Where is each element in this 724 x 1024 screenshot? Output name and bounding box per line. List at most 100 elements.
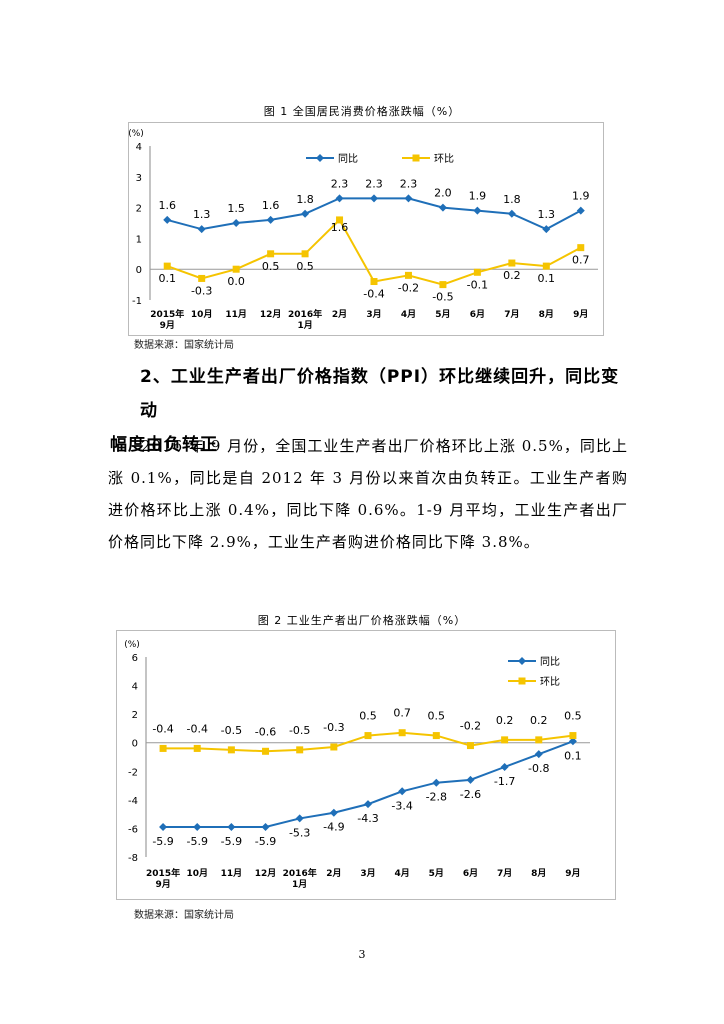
- x-tick-label: 8月: [539, 309, 554, 320]
- y-tick-label: -8: [128, 853, 138, 864]
- data-label-同比: 1.5: [227, 202, 245, 215]
- data-point-同比: [576, 206, 585, 215]
- data-label-同比: -2.8: [426, 791, 447, 804]
- data-label-同比: 1.6: [262, 199, 280, 212]
- data-point-同比: [329, 808, 338, 817]
- data-label-环比: 0.5: [296, 260, 314, 273]
- data-point-环比: [398, 729, 406, 737]
- legend-marker-同比: [316, 154, 324, 162]
- data-label-同比: 1.9: [469, 190, 487, 203]
- data-label-环比: -0.5: [289, 724, 310, 737]
- y-axis-unit: (%): [128, 129, 144, 139]
- legend-label-环比: 环比: [540, 676, 560, 688]
- data-label-同比: -0.8: [528, 762, 549, 775]
- data-point-同比: [500, 763, 509, 771]
- data-label-环比: -0.3: [323, 721, 344, 734]
- data-point-环比: [232, 265, 240, 273]
- data-label-同比: -2.6: [460, 788, 481, 801]
- legend-marker-同比: [518, 657, 526, 665]
- data-point-同比: [232, 219, 241, 227]
- y-tick-label: 2: [136, 204, 142, 215]
- data-label-同比: -5.9: [255, 835, 276, 848]
- x-tick-label: 2016年: [283, 867, 317, 879]
- x-tick-label: 12月: [255, 868, 277, 879]
- data-label-同比: 1.3: [193, 208, 211, 221]
- data-point-同比: [404, 194, 413, 203]
- data-label-环比: -0.4: [363, 288, 384, 301]
- legend-label-同比: 同比: [338, 153, 358, 165]
- x-tick-label: 9月: [573, 309, 588, 320]
- data-point-环比: [364, 732, 372, 740]
- data-point-环比: [262, 747, 270, 755]
- x-tick-label: 8月: [531, 868, 546, 879]
- x-tick-label: 6月: [463, 868, 478, 879]
- data-label-同比: 2.0: [434, 187, 452, 200]
- data-label-环比: -0.5: [432, 291, 453, 304]
- x-tick-label: 9月: [155, 879, 170, 890]
- x-tick-label: 4月: [395, 868, 410, 879]
- data-point-同比: [301, 209, 310, 218]
- data-point-环比: [227, 746, 235, 754]
- data-point-同比: [266, 215, 275, 224]
- data-point-同比: [370, 194, 378, 203]
- data-point-环比: [336, 216, 344, 224]
- data-label-环比: 0.2: [503, 269, 521, 282]
- x-tick-label: 10月: [191, 309, 213, 320]
- legend-label-同比: 同比: [540, 656, 560, 668]
- data-label-同比: 2.3: [365, 177, 383, 190]
- data-point-环比: [542, 262, 550, 270]
- data-label-环比: -0.4: [186, 722, 207, 735]
- x-tick-label: 2月: [326, 868, 341, 879]
- data-label-环比: 0.2: [530, 714, 548, 727]
- data-label-同比: 1.8: [296, 193, 314, 206]
- data-label-环比: -0.3: [191, 284, 212, 297]
- x-tick-label: 2015年: [146, 867, 180, 879]
- data-label-环比: -0.2: [398, 281, 419, 294]
- x-tick-label: 1月: [297, 320, 312, 331]
- section-2-heading: 2、工业生产者出厂价格指数（PPI）环比继续回升，同比变动 幅度由负转正: [110, 360, 630, 462]
- data-point-环比: [330, 743, 338, 751]
- chart-frame: [116, 630, 616, 900]
- data-point-同比: [197, 225, 206, 234]
- data-point-环比: [370, 278, 378, 286]
- y-tick-label: 3: [136, 173, 142, 184]
- data-label-同比: 1.9: [572, 190, 590, 203]
- section-2-heading-line-1: 2、工业生产者出厂价格指数（PPI）环比继续回升，同比变动: [140, 367, 620, 421]
- y-tick-label: 0: [136, 265, 142, 276]
- x-tick-label: 9月: [160, 320, 175, 331]
- x-tick-label: 10月: [186, 868, 208, 879]
- x-tick-label: 3月: [360, 868, 375, 879]
- data-label-环比: -0.4: [152, 722, 173, 735]
- y-tick-label: 1: [136, 234, 142, 245]
- figure-2-title: 图 2 工业生产者出厂价格涨跌幅（%）: [257, 614, 467, 627]
- y-axis-unit: (%): [124, 640, 140, 650]
- y-tick-label: 2: [132, 710, 138, 721]
- data-point-环比: [432, 732, 440, 740]
- data-label-环比: -0.1: [467, 278, 488, 291]
- y-tick-label: 6: [132, 653, 138, 664]
- data-point-环比: [193, 744, 201, 752]
- figure-2-source: 数据来源：国家统计局: [134, 910, 234, 921]
- data-label-环比: 0.2: [496, 714, 513, 727]
- data-point-环比: [301, 250, 309, 258]
- data-point-环比: [267, 250, 275, 258]
- data-label-环比: 0.5: [262, 260, 280, 273]
- x-tick-label: 7月: [497, 868, 512, 879]
- data-label-同比: -4.3: [357, 812, 378, 825]
- section-2-heading-line-2: 幅度由负转正: [110, 435, 218, 455]
- y-tick-label: -4: [128, 796, 138, 807]
- x-tick-label: 5月: [429, 868, 444, 879]
- data-point-同比: [163, 215, 172, 224]
- data-point-环比: [163, 262, 171, 270]
- section-2-paragraph: 2016 年 9 月份，全国工业生产者出厂价格环比上涨 0.5%，同比上涨 0.…: [108, 437, 628, 551]
- legend-marker-环比: [412, 154, 420, 162]
- data-point-同比: [227, 823, 236, 831]
- x-tick-label: 4月: [401, 309, 416, 320]
- data-label-同比: 1.8: [503, 193, 521, 206]
- legend-marker-环比: [518, 677, 526, 685]
- data-label-同比: -1.7: [494, 775, 515, 788]
- data-label-同比: -5.3: [289, 826, 310, 839]
- data-point-环比: [198, 274, 206, 282]
- data-point-环比: [466, 742, 474, 750]
- x-tick-label: 7月: [504, 309, 519, 320]
